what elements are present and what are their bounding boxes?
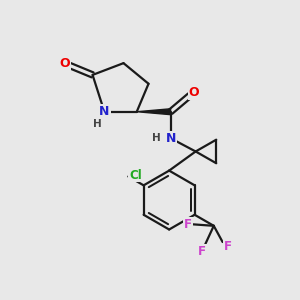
Text: H: H [93,119,101,129]
Text: N: N [99,105,110,118]
Text: Cl: Cl [129,169,142,182]
Text: N: N [165,132,176,145]
Text: F: F [224,240,232,253]
Text: O: O [59,57,70,70]
Text: F: F [198,245,206,258]
Polygon shape [137,109,171,115]
Text: H: H [152,133,161,143]
Text: F: F [184,218,192,231]
Text: O: O [189,86,200,99]
